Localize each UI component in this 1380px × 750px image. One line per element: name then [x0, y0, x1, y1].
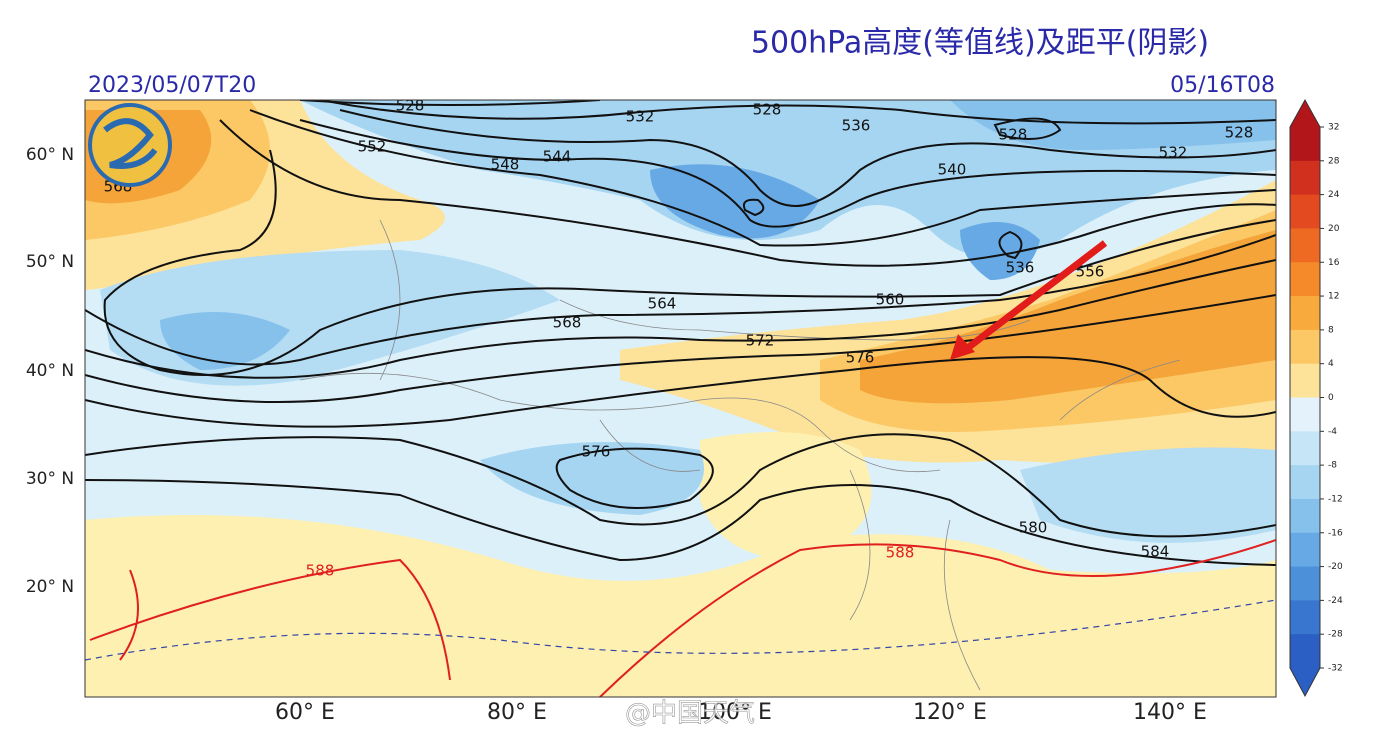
borders — [299, 219, 1181, 691]
lat-label: 30° N — [26, 469, 74, 489]
colorbar-label: 20 — [1328, 224, 1340, 234]
warm-anomaly — [85, 515, 1276, 697]
colorbar-segment — [1290, 329, 1320, 365]
colorbar-segment — [1290, 160, 1320, 196]
warm-anomaly — [700, 432, 872, 560]
cold-anomaly — [480, 442, 704, 515]
map-frame — [84, 99, 1277, 698]
contour-label: 536 — [842, 117, 871, 135]
colorbar-segment — [1290, 566, 1320, 601]
valid-time: 05/16T08 — [1170, 73, 1275, 98]
contour-label: 528 — [396, 97, 425, 115]
lat-label: 60° N — [26, 145, 74, 165]
contour-label: 588 — [886, 544, 915, 562]
contour-label: 572 — [746, 332, 775, 350]
colorbar-label: -24 — [1328, 596, 1343, 606]
colorbar-label: 24 — [1328, 190, 1340, 200]
colorbar-label: 16 — [1328, 258, 1340, 268]
contour-label: 568 — [553, 314, 582, 332]
arrow — [962, 240, 1108, 353]
contour-label: 576 — [846, 349, 875, 367]
colorbar-segment — [1290, 532, 1320, 568]
map-area: 528 532 528 536 552 548 544 540 528 532 … — [85, 97, 1276, 697]
cold-anomaly — [160, 312, 290, 370]
colorbar-label: -8 — [1328, 461, 1337, 471]
colorbar-label: -32 — [1328, 664, 1343, 674]
contour-label: 528 — [999, 126, 1028, 144]
logo — [88, 103, 172, 187]
colorbar: 32 28 24 20 16 12 8 4 0 -4 -8 -12 -16 -20 -24 -28 -32 — [1289, 98, 1343, 698]
contour-label: 560 — [876, 291, 905, 309]
colorbar-segment — [1290, 465, 1320, 500]
colorbar-cap — [1290, 100, 1320, 127]
contour-label: 528 — [1225, 124, 1254, 142]
colorbar-segment — [1290, 498, 1320, 534]
contour-588 — [89, 539, 1276, 697]
lon-label: 100° E — [698, 700, 772, 725]
contour-label: 532 — [1159, 144, 1188, 162]
colorbar-label: -28 — [1328, 630, 1343, 640]
colorbar-segment — [1290, 194, 1320, 229]
contour-label: 540 — [938, 161, 967, 179]
contour-label: 584 — [1141, 543, 1170, 561]
lon-label: 60° E — [275, 700, 335, 725]
colorbar-label: 12 — [1328, 292, 1339, 302]
colorbar-label: -4 — [1328, 427, 1337, 437]
contour-label: 544 — [543, 148, 572, 166]
lon-label: 140° E — [1133, 700, 1207, 725]
contour-labels: 528 532 528 536 552 548 544 540 528 532 … — [104, 97, 1254, 580]
title: 500hPa高度(等值线)及距平(阴影) — [751, 26, 1209, 61]
colorbar-label: 28 — [1328, 156, 1340, 166]
colorbar-segment — [1290, 600, 1320, 635]
colorbar-segment — [1290, 397, 1320, 432]
contour-label: 576 — [582, 443, 611, 461]
lat-label: 50° N — [26, 252, 74, 272]
colorbar-cap — [1290, 668, 1320, 696]
contours — [85, 100, 1276, 566]
colorbar-segment — [1290, 634, 1320, 669]
colorbar-label: 4 — [1328, 359, 1334, 369]
colorbar-segment — [1290, 262, 1320, 297]
colorbar-label: 8 — [1328, 325, 1334, 335]
cold-anomaly — [1020, 447, 1276, 543]
contour-label: 552 — [358, 138, 387, 156]
colorbar-segment — [1290, 363, 1320, 398]
contour-label: 556 — [1076, 263, 1105, 281]
start-time: 2023/05/07T20 — [88, 73, 256, 98]
colorbar-label: 0 — [1328, 393, 1334, 403]
colorbar-label: 32 — [1328, 123, 1339, 133]
contour-label: 528 — [753, 101, 782, 119]
lat-label: 40° N — [26, 361, 74, 381]
lat-label: 20° N — [26, 577, 74, 597]
colorbar-segment — [1290, 431, 1320, 466]
cold-anomaly — [950, 100, 1276, 150]
zero-wind-line — [85, 599, 1276, 661]
colorbar-label: -16 — [1328, 528, 1343, 538]
contour-label: 532 — [626, 108, 655, 126]
contour-label: 588 — [306, 562, 335, 580]
lon-label: 80° E — [487, 700, 547, 725]
contour-label: 536 — [1006, 259, 1035, 277]
arrow-head — [950, 334, 975, 360]
cold-anomaly — [960, 222, 1040, 280]
contour-label: 548 — [491, 156, 520, 174]
contour-label: 580 — [1019, 519, 1048, 537]
colorbar-label: -12 — [1328, 494, 1343, 504]
contour-label: 564 — [648, 295, 677, 313]
colorbar-segment — [1290, 296, 1320, 331]
lon-labels: 60° E 80° E 100° E 120° E 140° E — [275, 700, 1207, 725]
lat-labels: 60° N 50° N 40° N 30° N 20° N — [26, 145, 74, 597]
watermark: @中国天气 — [625, 699, 755, 729]
colorbar-segment — [1290, 127, 1320, 162]
colorbar-segment — [1290, 228, 1320, 263]
lon-label: 120° E — [913, 700, 987, 725]
colorbar-label: -20 — [1328, 562, 1343, 572]
